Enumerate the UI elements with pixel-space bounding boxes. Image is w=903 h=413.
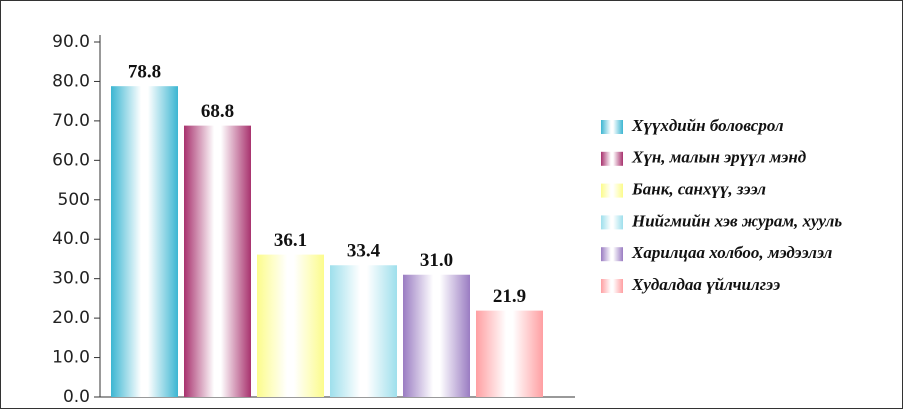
legend-swatch <box>601 279 623 293</box>
legend-swatch <box>601 183 623 198</box>
legend-label: Банк, санхүү, зээл <box>631 180 766 199</box>
legend-swatch <box>601 151 623 166</box>
y-tick-label: 500 <box>58 190 90 210</box>
y-tick-label: 10.0 <box>52 348 90 368</box>
value-label: 68.8 <box>201 101 234 122</box>
y-tick-label: 90.0 <box>52 32 90 52</box>
legend-label: Харилцаа холбоо, мэдээлэл <box>631 243 833 262</box>
legend-swatch <box>601 215 623 230</box>
legend-label: Хүн, малын эрүүл мэнд <box>631 148 807 167</box>
bar <box>257 254 324 397</box>
bar <box>476 310 543 397</box>
y-tick-label: 40.0 <box>52 229 90 249</box>
value-label: 21.9 <box>493 286 526 307</box>
y-tick-label: 30.0 <box>52 269 90 289</box>
y-tick-label: 20.0 <box>52 308 90 328</box>
y-tick-label: 0.0 <box>63 387 90 407</box>
value-label: 36.1 <box>274 230 307 251</box>
value-label: 78.8 <box>128 62 161 83</box>
value-label: 33.4 <box>347 241 381 262</box>
bar <box>403 274 470 397</box>
bar <box>111 86 178 397</box>
legend-swatch <box>601 120 623 134</box>
legend-label: Хүүхдийн боловсрол <box>631 116 784 135</box>
legend-label: Худалдаа үйлчилгээ <box>631 275 780 294</box>
bar <box>330 265 397 397</box>
legend-label: Нийгмийн хэв журам, хууль <box>631 211 842 230</box>
bar <box>184 125 251 397</box>
y-tick-label: 60.0 <box>52 150 90 170</box>
legend-swatch <box>601 247 623 262</box>
y-tick-label: 70.0 <box>52 111 90 131</box>
y-tick-label: 80.0 <box>52 71 90 91</box>
value-label: 31.0 <box>420 250 453 271</box>
